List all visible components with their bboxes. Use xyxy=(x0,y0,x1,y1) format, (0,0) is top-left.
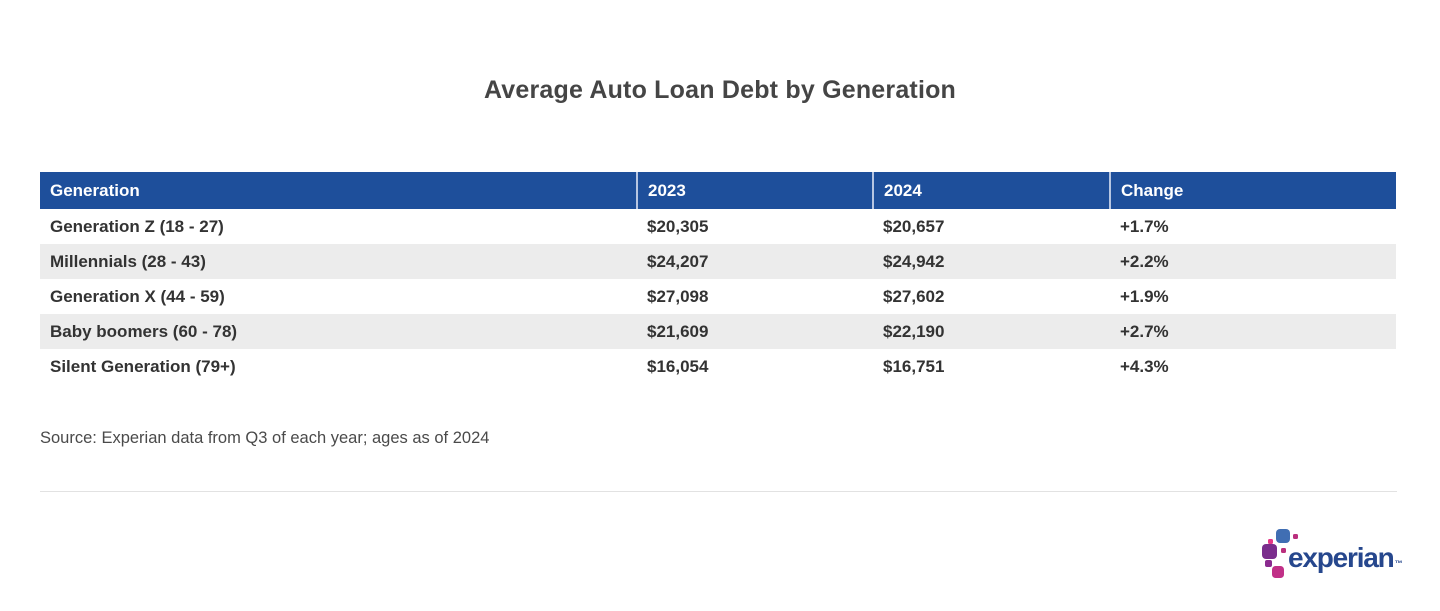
cell-change: +1.9% xyxy=(1110,279,1396,314)
cell-2023: $16,054 xyxy=(637,349,873,384)
experian-logo-dot-icon xyxy=(1265,560,1272,567)
cell-generation: Millennials (28 - 43) xyxy=(40,244,637,279)
experian-logo-wordmark: experian™ xyxy=(1288,542,1403,573)
cell-generation: Generation X (44 - 59) xyxy=(40,279,637,314)
experian-logo-dot-icon xyxy=(1272,566,1284,578)
experian-logo-dot-icon xyxy=(1268,539,1273,544)
cell-generation: Generation Z (18 - 27) xyxy=(40,209,637,244)
cell-2024: $24,942 xyxy=(873,244,1110,279)
table-row: Millennials (28 - 43) $24,207 $24,942 +2… xyxy=(40,244,1396,279)
cell-2024: $16,751 xyxy=(873,349,1110,384)
horizontal-divider xyxy=(40,491,1397,492)
cell-2023: $24,207 xyxy=(637,244,873,279)
auto-loan-debt-table: Generation 2023 2024 Change Generation Z… xyxy=(40,172,1396,384)
experian-logo-dot-icon xyxy=(1281,548,1286,553)
experian-logo-dot-icon xyxy=(1276,529,1290,543)
cell-generation: Baby boomers (60 - 78) xyxy=(40,314,637,349)
table-row: Generation Z (18 - 27) $20,305 $20,657 +… xyxy=(40,209,1396,244)
page-title: Average Auto Loan Debt by Generation xyxy=(483,76,957,104)
experian-logo: experian™ xyxy=(1262,527,1422,589)
table-row: Generation X (44 - 59) $27,098 $27,602 +… xyxy=(40,279,1396,314)
cell-2023: $20,305 xyxy=(637,209,873,244)
cell-change: +1.7% xyxy=(1110,209,1396,244)
cell-change: +2.2% xyxy=(1110,244,1396,279)
source-note: Source: Experian data from Q3 of each ye… xyxy=(40,429,490,447)
cell-change: +4.3% xyxy=(1110,349,1396,384)
table-row: Silent Generation (79+) $16,054 $16,751 … xyxy=(40,349,1396,384)
cell-generation: Silent Generation (79+) xyxy=(40,349,637,384)
cell-2024: $20,657 xyxy=(873,209,1110,244)
column-header-change: Change xyxy=(1109,172,1396,209)
column-header-2024: 2024 xyxy=(872,172,1110,209)
cell-2023: $27,098 xyxy=(637,279,873,314)
column-header-generation: Generation xyxy=(40,172,637,209)
cell-change: +2.7% xyxy=(1110,314,1396,349)
experian-logo-dot-icon xyxy=(1262,544,1277,559)
table-row: Baby boomers (60 - 78) $21,609 $22,190 +… xyxy=(40,314,1396,349)
cell-2024: $22,190 xyxy=(873,314,1110,349)
cell-2023: $21,609 xyxy=(637,314,873,349)
cell-2024: $27,602 xyxy=(873,279,1110,314)
column-header-2023: 2023 xyxy=(636,172,873,209)
trademark-symbol: ™ xyxy=(1394,559,1403,568)
experian-logo-dot-icon xyxy=(1293,534,1298,539)
table-header-row: Generation 2023 2024 Change xyxy=(40,172,1396,209)
